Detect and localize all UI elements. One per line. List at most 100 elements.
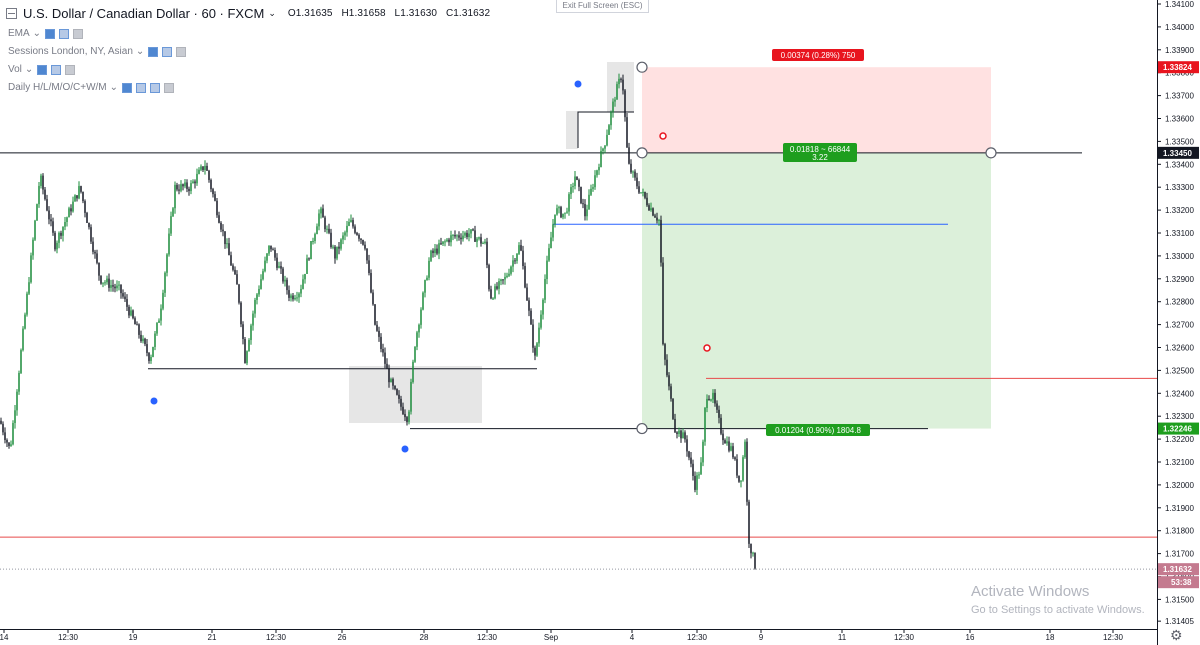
candle-body [168,233,170,255]
candle-body [698,474,700,476]
candle [460,233,462,245]
candle [0,417,2,425]
candle [130,306,132,317]
indicator-vol[interactable]: Vol ⌄ [8,64,76,75]
candle-body [590,188,592,195]
chevron-down-icon[interactable]: ⌄ [268,8,276,18]
candle-body [308,258,310,260]
candle [414,346,416,363]
settings-icon[interactable] [136,82,147,93]
exit-fullscreen-button[interactable]: Exit Full Screen (ESC) [556,0,649,13]
candle [408,409,410,425]
candle-body [222,229,224,232]
candle-body [84,201,86,213]
candle-body [204,165,206,170]
candle [690,452,692,468]
symbol-title[interactable]: U.S. Dollar / Canadian Dollar · 60 · FXC… [23,6,265,21]
candle-body [730,446,732,451]
price-badge-text: 1.33824 [1163,63,1192,72]
session-marker [574,80,582,88]
candle [90,224,92,244]
candle-body [106,278,108,283]
candle-body [152,346,154,357]
visibility-icon[interactable] [37,64,48,75]
settings-icon[interactable] [51,64,62,75]
price-axis[interactable]: 1.341001.340001.339001.338001.337001.336… [1157,0,1200,645]
candle-body [554,214,556,225]
candle [608,124,610,135]
candle [588,189,590,210]
candle-body [432,250,434,254]
candle-body [42,175,44,190]
chevron-down-icon[interactable]: ⌄ [135,46,145,57]
candle-body [412,361,414,382]
candle [680,429,682,443]
candle [458,231,460,241]
candle-body [648,205,650,211]
gear-icon[interactable]: ⚙ [1170,627,1183,643]
time-tick-label: 11 [838,633,847,642]
candle [116,280,118,292]
indicator-ema[interactable]: EMA ⌄ [8,28,84,39]
price-tick-label: 1.32200 [1165,435,1194,444]
close-icon[interactable] [65,64,76,75]
candle [628,142,630,165]
chevron-down-icon[interactable]: ⌄ [24,64,34,75]
chevron-down-icon[interactable]: ⌄ [32,28,42,39]
visibility-icon[interactable] [148,46,159,57]
candle [210,178,212,193]
candle [186,179,188,193]
visibility-icon[interactable] [122,82,133,93]
candle [342,232,344,245]
candle-body [64,222,66,227]
candle-body [332,246,334,248]
candle [294,294,296,301]
chevron-down-icon[interactable]: ⌄ [109,82,119,93]
candle-body [24,314,26,329]
candle [358,233,360,242]
candle [18,370,20,395]
time-axis[interactable]: 14 12:30 19 21 12:30 26 28 12:30 Sep 4 12:30 9 11 12:… [0,629,1157,645]
candle-body [676,432,678,434]
close-icon[interactable] [164,82,175,93]
indicator-daily-hl[interactable]: Daily H/L/M/O/C+W/M ⌄ [8,82,175,93]
close-icon[interactable] [176,46,187,57]
candle-body [98,262,100,276]
collapse-legend-icon[interactable] [6,8,17,19]
candle [384,347,386,368]
visibility-icon[interactable] [45,28,56,39]
candle [8,442,10,449]
candle [264,256,266,273]
candle-body [350,220,352,222]
source-icon[interactable] [150,82,161,93]
candle-body [434,248,436,254]
candle-body [712,392,714,400]
candle-body [12,423,14,445]
settings-icon[interactable] [162,46,173,57]
settings-icon[interactable] [59,28,70,39]
candle [362,239,364,246]
candle-body [392,379,394,386]
candle-body [374,304,376,325]
candle [422,291,424,311]
indicator-sessions[interactable]: Sessions London, NY, Asian ⌄ [8,46,187,57]
close-icon[interactable] [73,28,84,39]
candle [170,211,172,236]
candle-body [214,194,216,201]
candle-body [70,208,72,212]
session-marker [703,344,711,352]
candle [322,204,324,218]
price-tick-label: 1.31700 [1165,550,1194,559]
candle [148,352,150,364]
candle-body [268,245,270,254]
time-tick-label: 12:30 [687,633,708,642]
candle [238,283,240,305]
price-badge-bg [1158,563,1199,576]
candle-body [670,386,672,399]
candle [622,74,624,95]
candle-body [748,501,750,544]
candle-body [60,232,62,236]
candle [568,192,570,216]
